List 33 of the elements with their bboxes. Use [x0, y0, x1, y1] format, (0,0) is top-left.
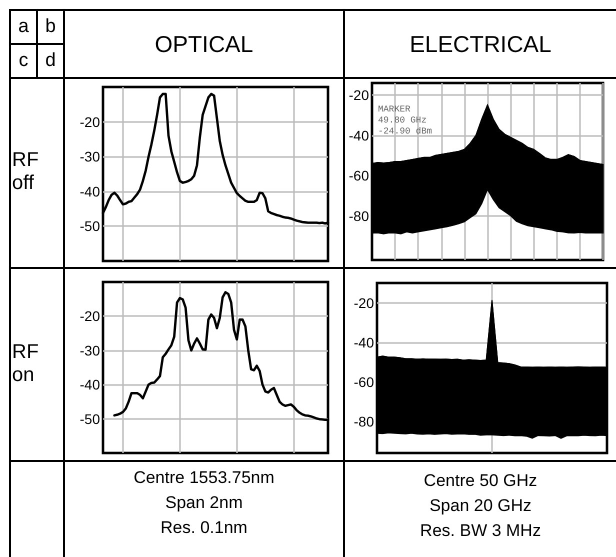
text: d	[38, 44, 63, 77]
text: ELECTRICAL	[345, 11, 616, 77]
y-tick-label: -60	[348, 168, 370, 184]
text: Span 20 GHz	[428, 494, 533, 517]
y-tick-label: -80	[354, 413, 374, 430]
y-tick-label: -20	[354, 294, 374, 311]
text: c	[11, 44, 36, 77]
y-tick-label: -40	[354, 334, 374, 350]
y-tick-label: -40	[348, 127, 370, 144]
annotation: MARKER	[378, 104, 412, 114]
text: OPTICAL	[65, 11, 343, 77]
y-tick-label: -50	[80, 218, 100, 234]
y-tick-label: -20	[348, 87, 370, 104]
annotation: -24.90 dBm	[378, 126, 432, 136]
text: RF on	[12, 267, 62, 460]
y-tick-label: -50	[80, 410, 100, 427]
text: RF off	[12, 77, 62, 267]
y-tick-label: -30	[80, 342, 100, 358]
y-tick-label: -80	[348, 208, 370, 224]
y-tick-label: -40	[80, 376, 100, 393]
text: Span 2nm	[164, 492, 244, 514]
text: Res. 0.1nm	[160, 516, 248, 539]
y-tick-label: -20	[80, 308, 100, 324]
text: a	[11, 10, 36, 43]
y-tick-label: -60	[354, 374, 374, 390]
text: b	[38, 10, 63, 43]
y-tick-label: -40	[80, 183, 100, 200]
y-tick-label: -30	[80, 148, 100, 165]
annotation: 49.80 GHz	[378, 116, 427, 126]
y-tick-label: -20	[80, 114, 100, 130]
text: Centre 1553.75nm	[132, 466, 276, 489]
text: Res. BW 3 MHz	[419, 520, 542, 542]
text: Centre 50 GHz	[422, 470, 538, 492]
